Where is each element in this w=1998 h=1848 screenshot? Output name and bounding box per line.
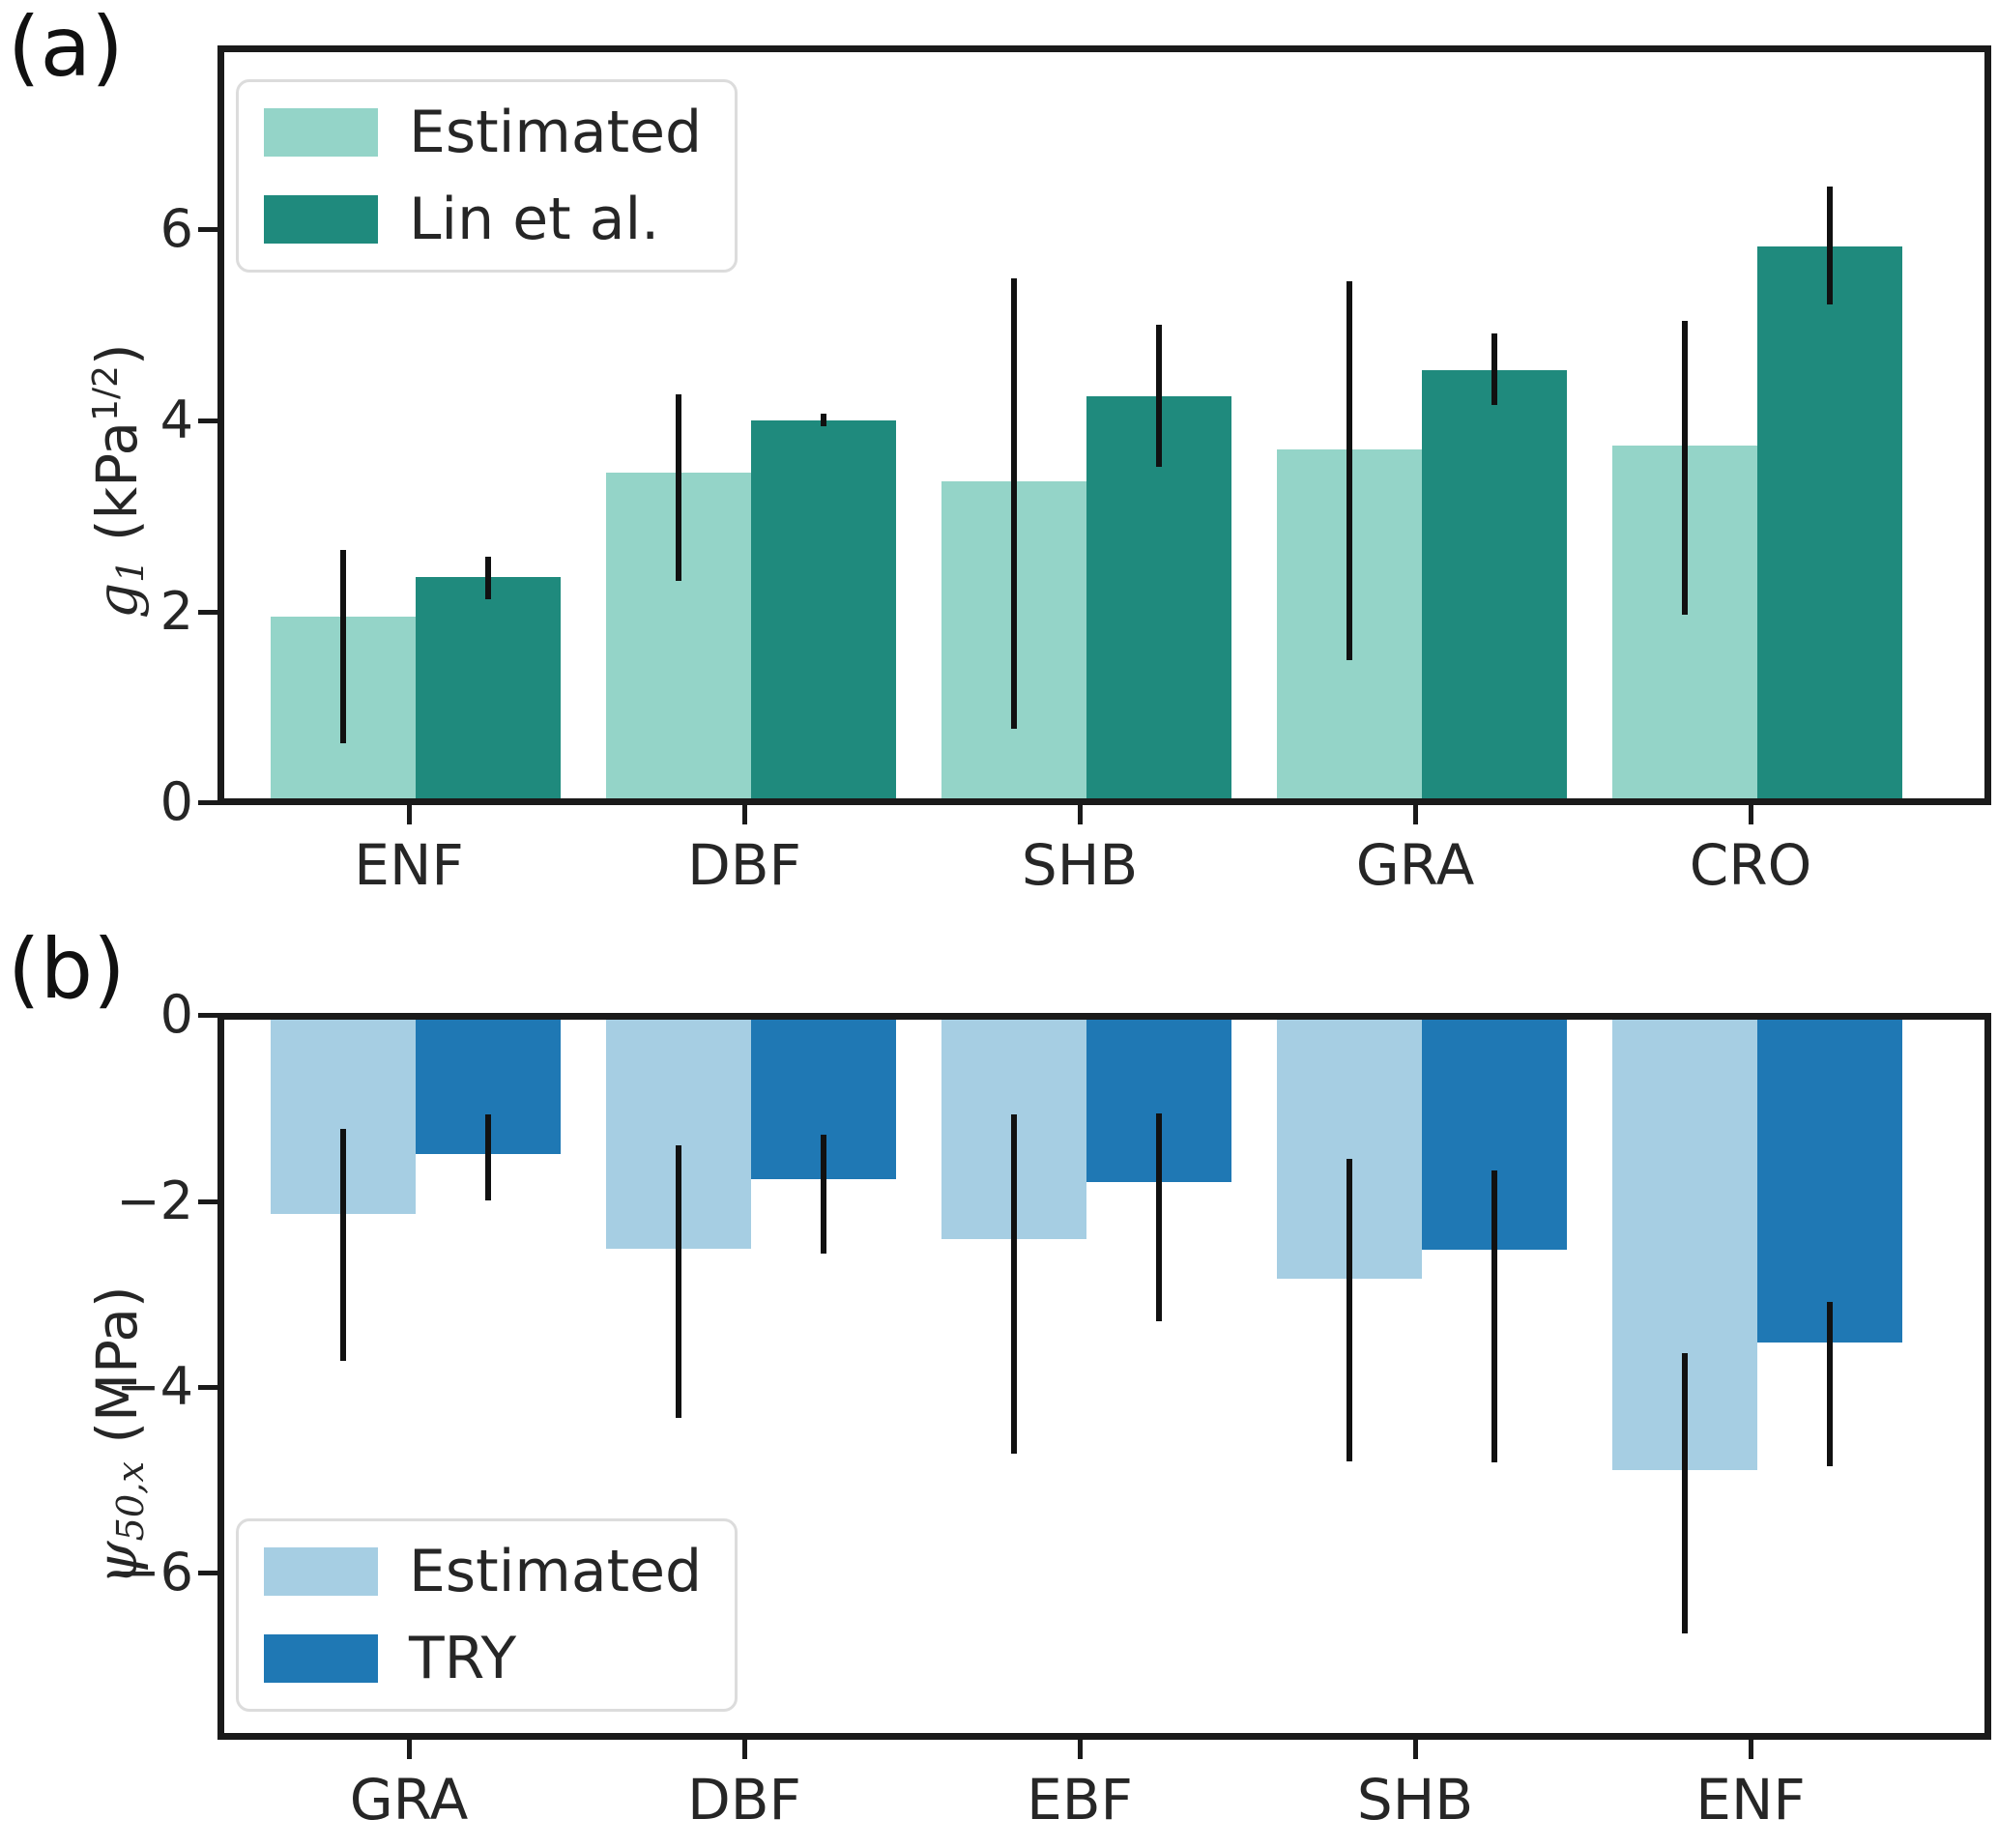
panel-a-xtick-label-enf: ENF xyxy=(354,832,464,898)
panel-a-xtick-shb xyxy=(1078,805,1083,824)
legend-swatch-estimated-b-icon xyxy=(264,1547,378,1596)
panel-a-legend-item-lin: Lin et al. xyxy=(264,190,702,248)
errorbar-panel-a-cro-estimated xyxy=(1682,321,1688,615)
panel-a-legend-label-lin: Lin et al. xyxy=(409,186,660,253)
panel-a-ytick-label-4: 4 xyxy=(159,390,193,450)
panel-b-legend: Estimated TRY xyxy=(236,1518,738,1712)
panel-a-xtick-gra xyxy=(1413,805,1418,824)
panel-b-ytick-label-n4: −4 xyxy=(116,1356,193,1417)
panel-b-axes: Estimated TRY xyxy=(217,1013,1991,1740)
panel-b-xtick-dbf xyxy=(742,1740,747,1759)
panel-a-plot-area xyxy=(224,52,1984,798)
panel-b-xtick-enf xyxy=(1749,1740,1753,1759)
panel-a-xtick-cro xyxy=(1749,805,1753,824)
panel-a-letter: (a) xyxy=(8,0,124,96)
errorbar-panel-b-ebf-try xyxy=(1156,1113,1162,1321)
errorbar-panel-b-enf-estimated xyxy=(1682,1353,1688,1633)
panel-a-legend-item-estimated: Estimated xyxy=(264,103,702,161)
panel-a-legend: Estimated Lin et al. xyxy=(236,79,738,273)
bar-panel-a-gra-lin xyxy=(1422,370,1567,798)
panel-b-ytick-label-n2: −2 xyxy=(116,1170,193,1231)
errorbar-panel-b-dbf-try xyxy=(821,1135,826,1254)
panel-b-xtick-label-gra: GRA xyxy=(349,1767,469,1833)
panel-b-xtick-label-enf: ENF xyxy=(1695,1767,1806,1833)
panel-b-legend-label-estimated: Estimated xyxy=(409,1538,703,1605)
legend-swatch-lin-icon xyxy=(264,195,378,244)
legend-swatch-estimated-icon xyxy=(264,108,378,157)
panel-a-y-axis-title: g1 (kPa1/2) xyxy=(84,343,153,619)
panel-b-xtick-gra xyxy=(407,1740,412,1759)
bar-panel-a-cro-lin xyxy=(1757,246,1902,798)
panel-a-ytick-0 xyxy=(198,800,217,805)
panel-b-legend-label-try: TRY xyxy=(409,1625,517,1692)
panel-b-ytick-n2 xyxy=(198,1199,217,1204)
panel-a-xtick-label-shb: SHB xyxy=(1021,832,1139,898)
errorbar-panel-a-dbf-estimated xyxy=(676,394,681,581)
errorbar-panel-b-dbf-estimated xyxy=(676,1145,681,1418)
panel-a-legend-label-estimated: Estimated xyxy=(409,99,703,166)
panel-a: (a) g1 (kPa1/2) 6 4 2 0 xyxy=(0,0,1998,893)
panel-b-y-axis-title: ψ50,x (MPa) xyxy=(84,1285,153,1585)
panel-a-xtick-dbf xyxy=(742,805,747,824)
panel-a-xtick-label-gra: GRA xyxy=(1355,832,1475,898)
bar-panel-a-dbf-lin xyxy=(751,420,896,798)
panel-b-ytick-n6 xyxy=(198,1571,217,1575)
panel-b: (b) ψ50,x (MPa) 0 −2 −4 −6 xyxy=(0,928,1998,1848)
panel-a-xtick-label-cro: CRO xyxy=(1689,832,1812,898)
errorbar-panel-b-shb-estimated xyxy=(1346,1159,1352,1461)
panel-a-ytick-2 xyxy=(198,610,217,615)
bar-panel-a-enf-lin xyxy=(416,577,561,798)
panel-b-xtick-ebf xyxy=(1078,1740,1083,1759)
panel-b-ytick-label-0: 0 xyxy=(159,984,193,1045)
panel-a-xtick-label-dbf: DBF xyxy=(687,832,801,898)
panel-a-axes: Estimated Lin et al. xyxy=(217,45,1991,805)
panel-a-ytick-label-0: 0 xyxy=(159,771,193,832)
errorbar-panel-b-shb-try xyxy=(1491,1170,1497,1462)
panel-b-letter: (b) xyxy=(8,921,126,1018)
errorbar-panel-a-gra-estimated xyxy=(1346,281,1352,660)
panel-b-ytick-label-n6: −6 xyxy=(116,1542,193,1603)
panel-b-xtick-label-ebf: EBF xyxy=(1027,1767,1133,1833)
errorbar-panel-a-enf-lin xyxy=(485,557,491,599)
panel-a-ytick-label-2: 2 xyxy=(159,581,193,642)
panel-b-xtick-label-shb: SHB xyxy=(1356,1767,1474,1833)
errorbar-panel-a-shb-lin xyxy=(1156,325,1162,467)
bar-panel-b-enf-try xyxy=(1757,1020,1902,1343)
panel-b-ytick-0 xyxy=(198,1013,217,1018)
panel-b-ytick-n4 xyxy=(198,1385,217,1390)
errorbar-panel-b-gra-estimated xyxy=(340,1129,346,1361)
errorbar-panel-a-enf-estimated xyxy=(340,550,346,743)
errorbar-panel-b-gra-try xyxy=(485,1114,491,1200)
panel-a-ytick-label-6: 6 xyxy=(159,198,193,259)
errorbar-panel-b-ebf-estimated xyxy=(1011,1114,1017,1454)
panel-b-xtick-shb xyxy=(1413,1740,1418,1759)
panel-a-ytick-4 xyxy=(198,419,217,423)
panel-a-xtick-enf xyxy=(407,805,412,824)
panel-a-ytick-6 xyxy=(198,227,217,232)
errorbar-panel-b-enf-try xyxy=(1827,1302,1833,1466)
panel-b-legend-item-estimated: Estimated xyxy=(264,1543,702,1601)
errorbar-panel-a-cro-lin xyxy=(1827,187,1833,304)
errorbar-panel-a-dbf-lin xyxy=(821,414,826,426)
errorbar-panel-a-shb-estimated xyxy=(1011,278,1017,729)
legend-swatch-try-icon xyxy=(264,1634,378,1683)
panel-b-xtick-label-dbf: DBF xyxy=(687,1767,801,1833)
errorbar-panel-a-gra-lin xyxy=(1491,333,1497,405)
panel-b-legend-item-try: TRY xyxy=(264,1630,702,1688)
panel-b-plot-area xyxy=(224,1020,1984,1733)
